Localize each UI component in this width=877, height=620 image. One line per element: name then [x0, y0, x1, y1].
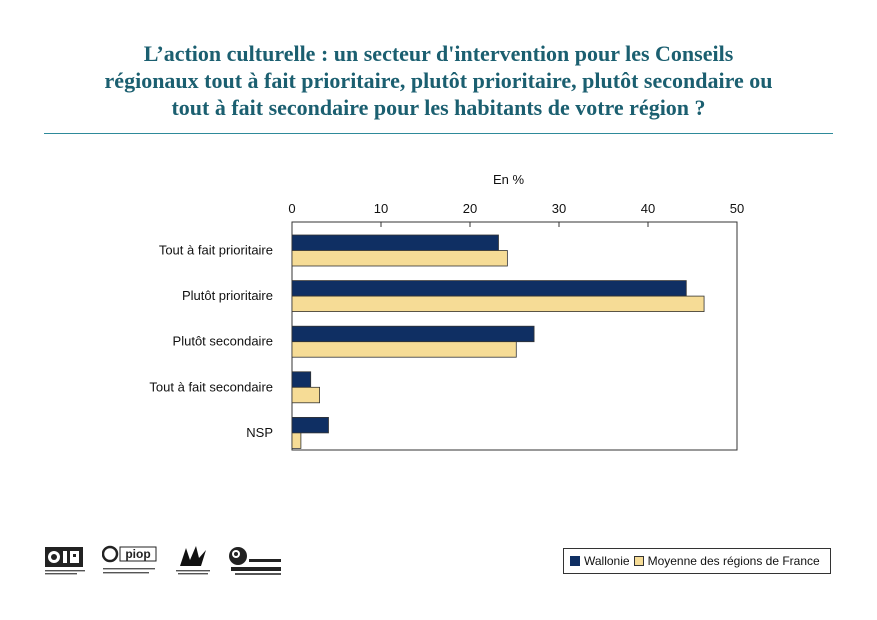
- unit-label: En %: [493, 172, 525, 187]
- bar-france: [291, 432, 302, 449]
- oip-logo-icon: [45, 547, 85, 575]
- bar-wallonie: [291, 280, 687, 297]
- bar-france: [291, 386, 320, 404]
- x-tick-label: 30: [552, 201, 566, 216]
- category-label: Tout à fait prioritaire: [159, 243, 273, 258]
- piop-logo-icon: piop: [102, 545, 157, 574]
- title-line-3: tout à fait secondaire pour les habitant…: [171, 95, 706, 120]
- svg-text:piop: piop: [125, 547, 150, 561]
- bar-france: [291, 341, 517, 358]
- legend-label-france: Moyenne des régions de France: [647, 554, 820, 568]
- partner-logos: piop: [44, 544, 294, 580]
- x-tick-label: 50: [730, 201, 744, 216]
- bar-france: [291, 250, 508, 267]
- bar-france: [291, 295, 705, 313]
- x-tick-label: 0: [288, 201, 295, 216]
- institut-jules-destree-icon: [229, 547, 281, 575]
- legend-label-wallonie: Wallonie: [584, 554, 630, 568]
- legend: Wallonie Moyenne des régions de France: [563, 548, 831, 574]
- category-label: Plutôt secondaire: [173, 334, 273, 349]
- x-tick-label: 10: [374, 201, 388, 216]
- bar-wallonie: [291, 416, 329, 434]
- legend-item-wallonie: Wallonie: [570, 554, 630, 568]
- category-label: Tout à fait secondaire: [149, 379, 273, 394]
- chart-title: L’action culturelle : un secteur d'inter…: [40, 40, 837, 121]
- title-line-2: régionaux tout à fait prioritaire, plutô…: [104, 68, 773, 93]
- x-tick-label: 20: [463, 201, 477, 216]
- legend-swatch-wallonie: [570, 556, 580, 566]
- wallonia-rooster-icon: [176, 546, 210, 575]
- bar-wallonie: [291, 234, 499, 251]
- x-tick-label: 40: [641, 201, 655, 216]
- title-line-1: L’action culturelle : un secteur d'inter…: [143, 41, 734, 66]
- category-label: NSP: [246, 425, 273, 440]
- legend-swatch-france: [633, 556, 644, 566]
- bar-wallonie: [291, 371, 312, 388]
- legend-item-france: Moyenne des régions de France: [633, 554, 820, 568]
- category-label: Plutôt prioritaire: [182, 288, 273, 303]
- title-divider: [44, 133, 833, 134]
- bar-wallonie: [291, 325, 535, 343]
